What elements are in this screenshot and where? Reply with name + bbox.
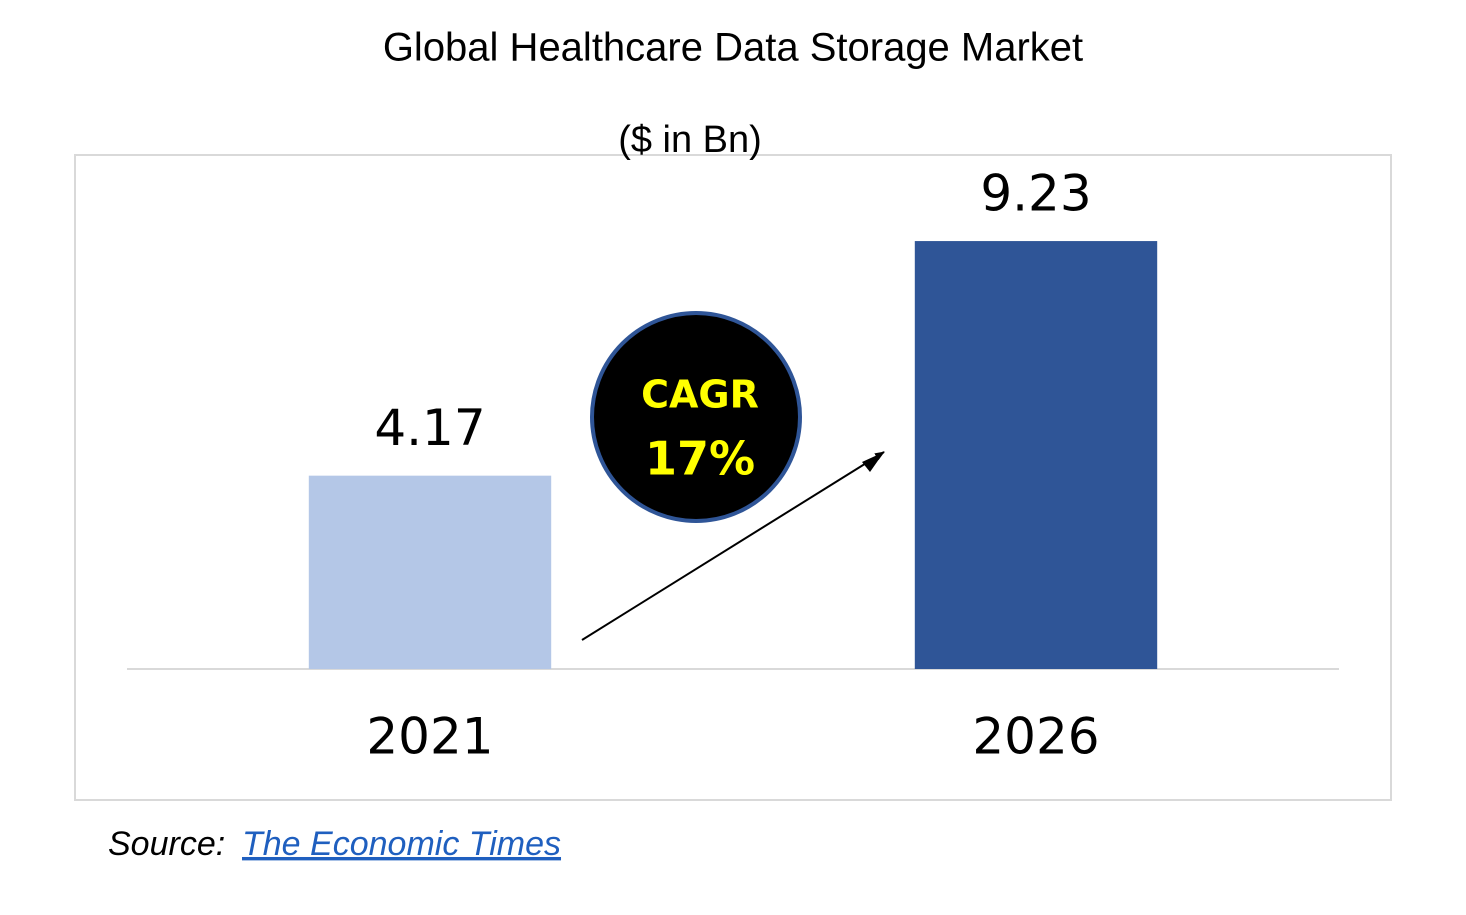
bar xyxy=(914,241,1158,669)
data-label: 9.23 xyxy=(980,165,1091,223)
data-label: 4.17 xyxy=(374,399,485,457)
cagr-badge xyxy=(590,311,802,523)
arrow-head xyxy=(862,452,884,472)
growth-arrow xyxy=(581,451,885,641)
plot-frame xyxy=(74,154,1392,801)
x-tick-label: 2021 xyxy=(366,708,493,766)
source-label: Source: xyxy=(108,825,225,863)
source-link[interactable]: The Economic Times xyxy=(242,825,561,863)
chart-title: Global Healthcare Data Storage Market xyxy=(383,26,1083,70)
cagr-value: 17% xyxy=(645,432,755,486)
chart-subtitle: ($ in Bn) xyxy=(618,119,762,161)
cagr-label: CAGR xyxy=(641,373,759,417)
x-tick-label: 2026 xyxy=(972,708,1099,766)
bar xyxy=(308,475,552,669)
